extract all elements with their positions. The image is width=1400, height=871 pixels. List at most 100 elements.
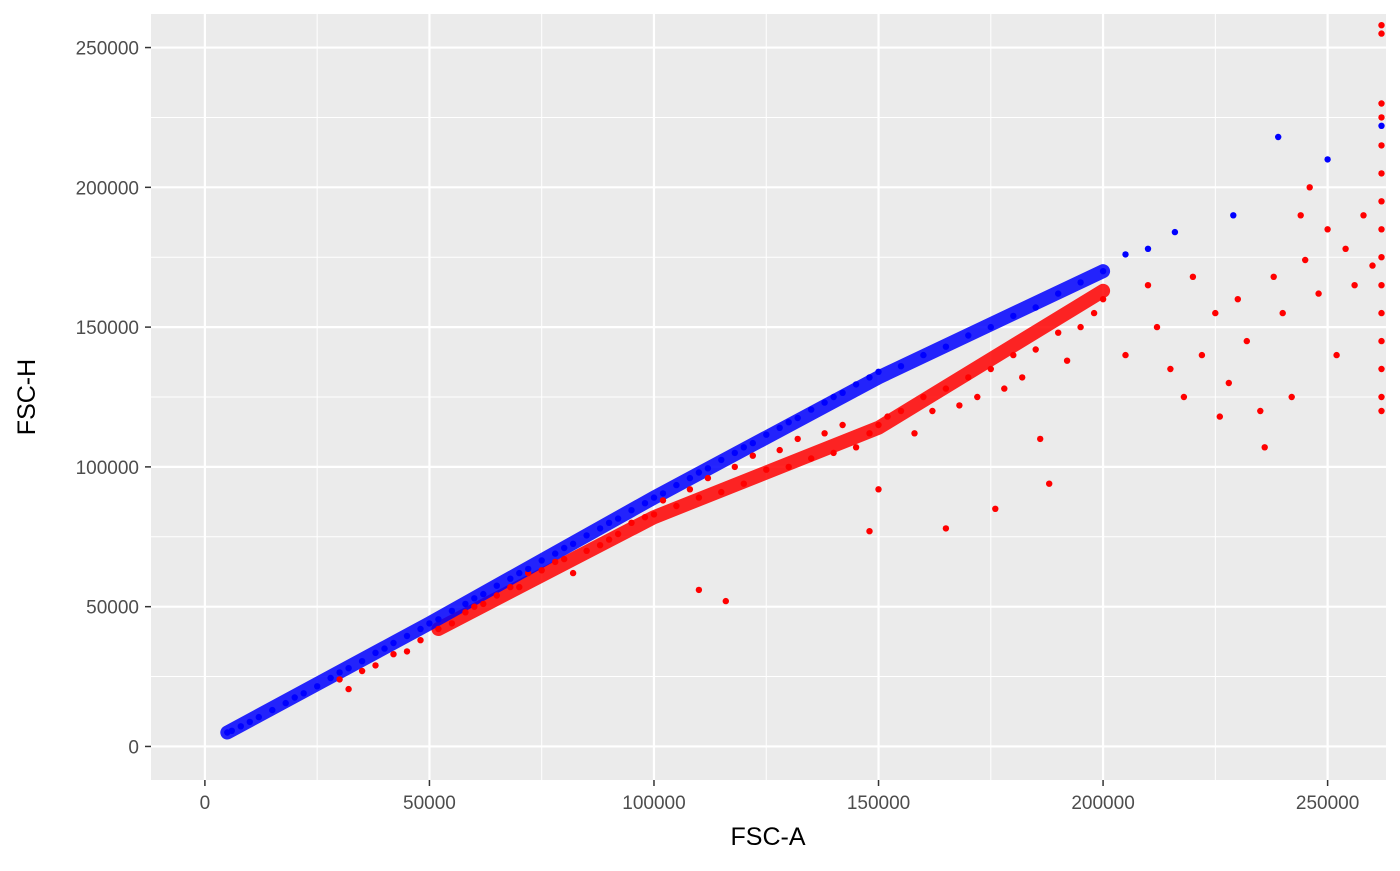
- red-data-point: [1122, 351, 1129, 359]
- red-data-point: [974, 393, 981, 401]
- y-tick-label: 250000: [76, 39, 139, 60]
- blue-data-point: [641, 500, 649, 507]
- blue-data-point: [390, 639, 397, 647]
- red-data-point: [1055, 329, 1062, 336]
- red-data-point: [866, 430, 873, 437]
- red-data-point: [875, 421, 882, 429]
- red-data-point: [1216, 413, 1224, 420]
- red-data-point: [345, 685, 352, 693]
- blue-data-point: [776, 424, 783, 431]
- blue-data-point: [686, 474, 694, 482]
- x-tick-label: 50000: [403, 793, 456, 814]
- red-data-point: [875, 486, 882, 493]
- blue-data-point: [821, 399, 828, 406]
- blue-data-point: [704, 465, 712, 472]
- y-tick-label: 150000: [76, 318, 139, 339]
- blue-data-point: [291, 694, 298, 701]
- blue-data-point: [372, 649, 379, 656]
- blue-data-point: [282, 699, 289, 707]
- red-data-point: [1099, 296, 1107, 303]
- x-tick-label: 200000: [1071, 793, 1134, 814]
- x-axis-title: FSC-A: [731, 823, 806, 851]
- y-tick-label: 50000: [86, 598, 139, 619]
- red-data-point: [1378, 254, 1385, 261]
- blue-data-point: [1275, 133, 1282, 141]
- red-data-point: [1378, 282, 1385, 289]
- red-data-point: [583, 547, 590, 554]
- red-data-point: [987, 365, 994, 373]
- red-data-point: [695, 494, 703, 501]
- red-data-point: [785, 463, 792, 471]
- red-data-point: [929, 407, 936, 415]
- red-data-point: [390, 651, 397, 658]
- blue-data-point: [1032, 304, 1039, 311]
- blue-data-point: [246, 718, 253, 726]
- blue-data-point: [471, 595, 478, 602]
- blue-data-point: [839, 389, 846, 396]
- red-data-point: [1378, 100, 1385, 107]
- blue-data-point: [614, 515, 622, 522]
- red-data-point: [1212, 309, 1219, 317]
- blue-data-point: [358, 658, 366, 665]
- blue-data-point: [1230, 212, 1237, 219]
- blue-data-point: [1077, 279, 1084, 286]
- red-data-point: [1351, 282, 1358, 289]
- red-data-point: [1198, 351, 1206, 359]
- blue-data-point: [583, 532, 590, 539]
- red-data-point: [704, 474, 712, 482]
- red-data-point: [1153, 323, 1161, 331]
- red-data-point: [1302, 256, 1309, 264]
- red-data-point: [1180, 393, 1188, 401]
- red-data-point: [480, 600, 487, 608]
- blue-data-point: [336, 669, 343, 676]
- red-data-point: [1077, 323, 1084, 331]
- red-data-point: [1261, 444, 1268, 451]
- blue-data-point: [1099, 268, 1107, 275]
- red-data-point: [552, 558, 559, 566]
- blue-data-point: [718, 456, 725, 464]
- red-data-point: [1257, 407, 1264, 415]
- blue-data-point: [965, 332, 972, 339]
- blue-data-point: [763, 431, 770, 438]
- red-data-point: [749, 452, 756, 459]
- red-data-point: [1001, 385, 1008, 392]
- red-data-point: [493, 592, 500, 599]
- red-data-point: [417, 637, 424, 644]
- blue-data-point: [740, 444, 747, 451]
- blue-data-point: [448, 607, 456, 615]
- red-data-point: [1306, 184, 1313, 191]
- blue-data-point: [462, 600, 469, 608]
- red-data-point: [1378, 309, 1385, 317]
- blue-data-point: [538, 557, 545, 564]
- red-data-point: [852, 444, 860, 451]
- blue-data-point: [345, 665, 352, 672]
- red-data-point: [1270, 273, 1277, 280]
- blue-data-point: [255, 713, 262, 721]
- red-data-point: [507, 583, 514, 591]
- blue-data-point: [1122, 251, 1129, 258]
- red-data-point: [956, 402, 963, 409]
- red-data-point: [830, 449, 837, 457]
- red-data-point: [1010, 351, 1017, 359]
- red-data-point: [641, 514, 649, 521]
- blue-data-point: [426, 620, 433, 627]
- red-data-point: [569, 569, 577, 577]
- red-data-point: [659, 497, 667, 504]
- red-data-point: [561, 555, 568, 563]
- red-data-point: [1369, 262, 1376, 269]
- red-data-point: [462, 609, 469, 616]
- blue-data-point: [403, 632, 411, 640]
- blue-data-point: [493, 582, 500, 589]
- red-data-point: [1378, 114, 1385, 121]
- red-data-point: [1342, 245, 1349, 252]
- red-data-point: [471, 603, 478, 610]
- red-data-point: [1378, 142, 1385, 149]
- red-data-point: [1090, 309, 1098, 317]
- red-data-point: [992, 505, 999, 512]
- blue-data-point: [1324, 156, 1331, 163]
- red-data-point: [448, 620, 456, 627]
- red-data-point: [740, 480, 747, 487]
- red-data-point: [776, 446, 783, 454]
- red-data-point: [942, 385, 950, 392]
- red-data-point: [1378, 365, 1385, 373]
